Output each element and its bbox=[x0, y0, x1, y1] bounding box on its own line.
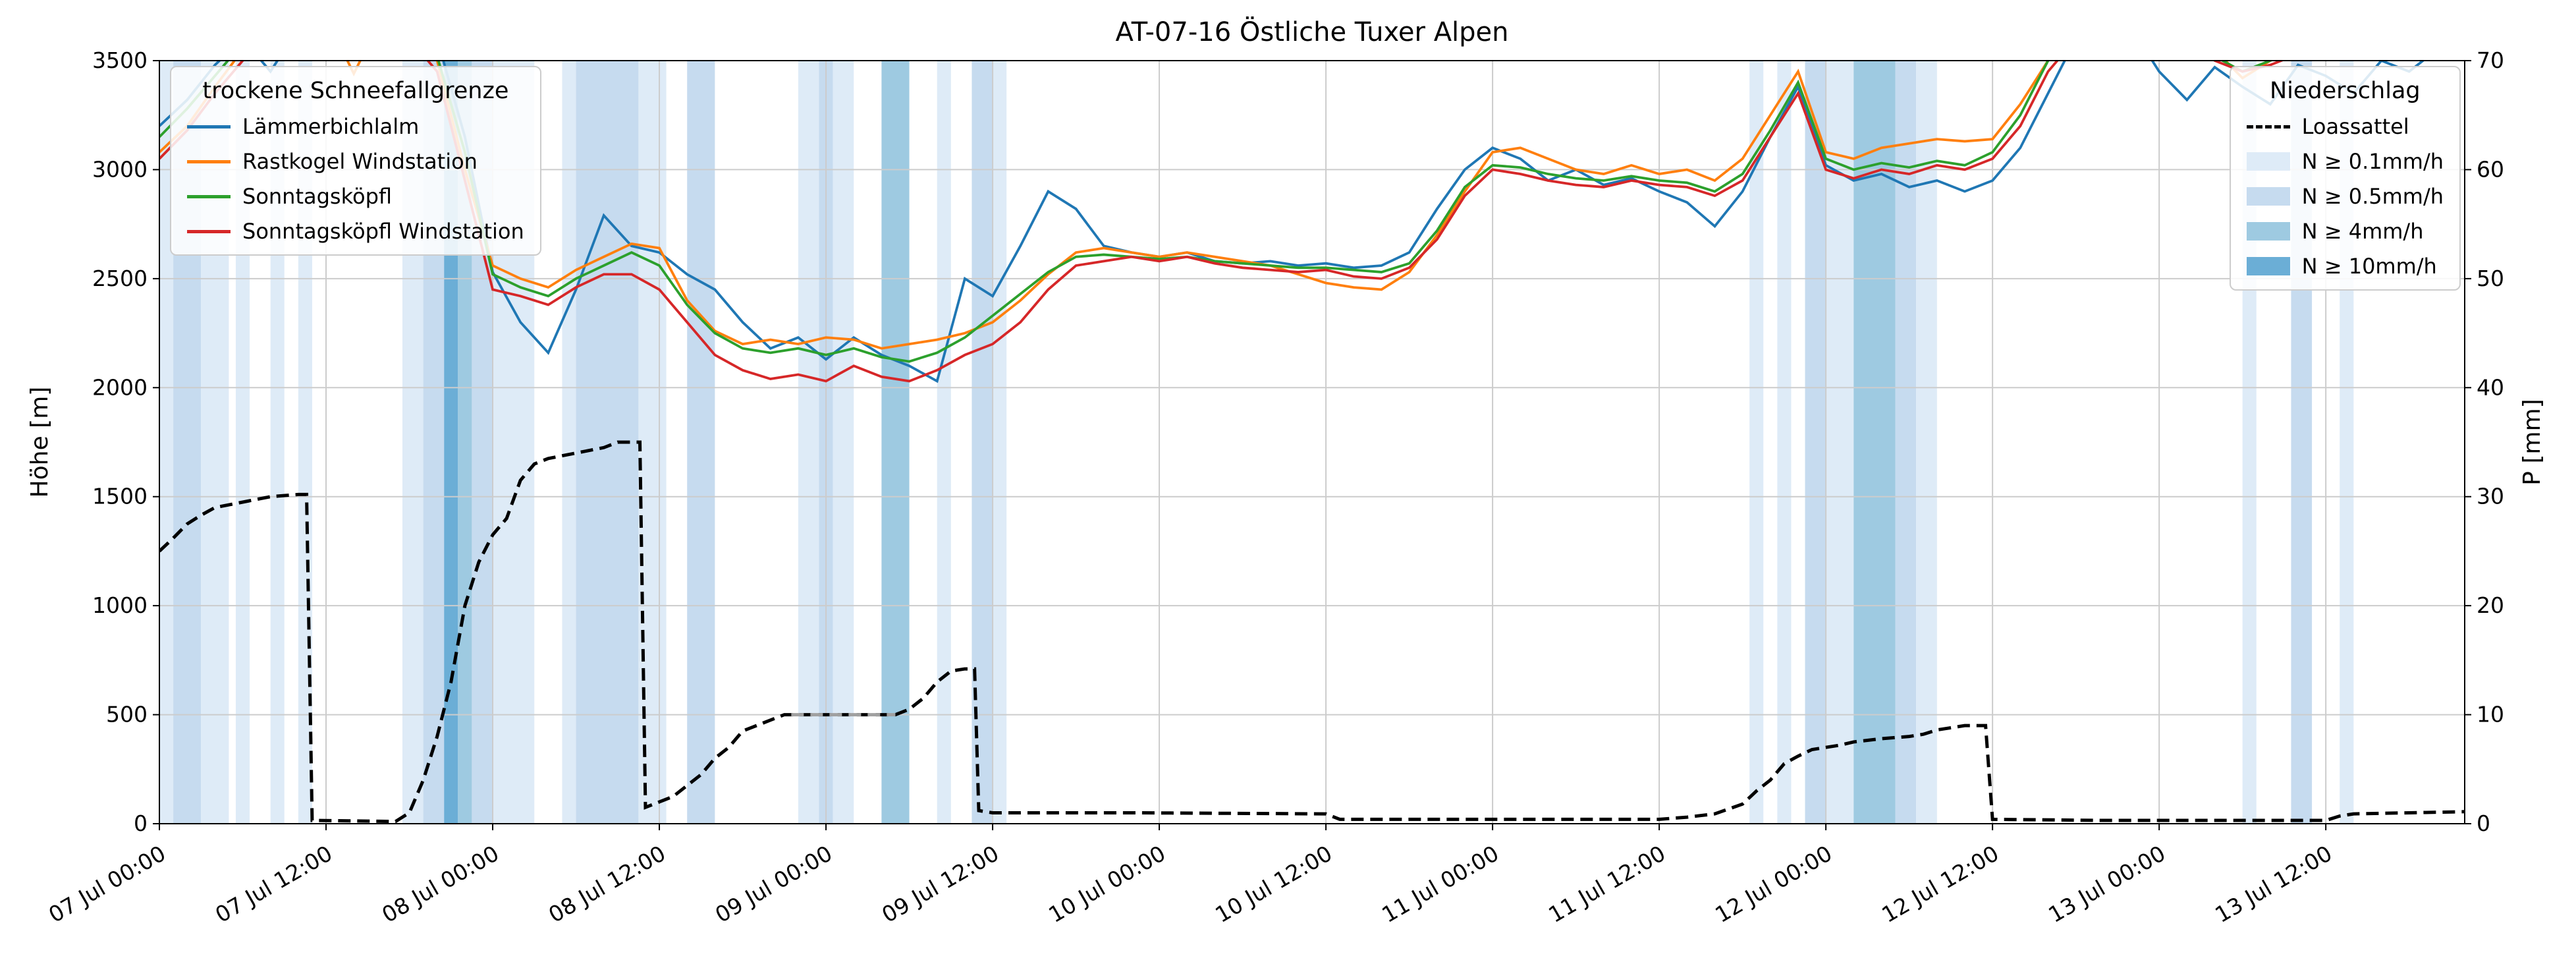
precip-band bbox=[1749, 61, 1764, 824]
precip-band bbox=[993, 61, 1007, 824]
legend-label: Loassattel bbox=[2301, 114, 2409, 139]
x-tick-label: 09 Jul 12:00 bbox=[877, 840, 1003, 928]
x-tick-label: 09 Jul 00:00 bbox=[711, 840, 836, 928]
medium-blue-patch-swatch bbox=[2246, 222, 2290, 241]
y-right-tick-label: 60 bbox=[2477, 156, 2504, 182]
legend-label: Rastkogel Windstation bbox=[242, 149, 478, 174]
precip-band bbox=[1916, 61, 1937, 824]
legend-item-rastkogel-windstation: Rastkogel Windstation bbox=[187, 149, 524, 174]
lightest-blue-patch-swatch bbox=[2246, 152, 2290, 171]
y-left-tick-label: 0 bbox=[134, 811, 148, 836]
tick-marks bbox=[153, 60, 2471, 830]
snowline-series bbox=[159, 61, 2425, 384]
x-tick-label: 13 Jul 00:00 bbox=[2044, 840, 2170, 928]
x-tick-label: 11 Jul 00:00 bbox=[1377, 840, 1503, 928]
y-right-tick-label: 10 bbox=[2477, 702, 2504, 727]
precip-band bbox=[1805, 61, 1826, 824]
x-tick-label: 12 Jul 00:00 bbox=[1711, 840, 1836, 928]
y-left-tick-label: 1000 bbox=[92, 592, 148, 618]
snowline-legend: trockene Schneefallgrenze Lämmerbichlalm… bbox=[170, 66, 541, 256]
precip-legend: Niederschlag Loassattel N ≥ 0.1mm/h N ≥ … bbox=[2229, 66, 2461, 291]
legend-label: N ≥ 0.5mm/h bbox=[2301, 184, 2444, 209]
x-tick-label: 10 Jul 12:00 bbox=[1211, 840, 1336, 928]
precip-band bbox=[1777, 61, 1792, 824]
x-tick-label: 13 Jul 12:00 bbox=[2210, 840, 2336, 928]
y-right-axis-label: P [mm] bbox=[2519, 399, 2546, 485]
y-right-tick-label: 50 bbox=[2477, 266, 2504, 291]
legend-label: N ≥ 4mm/h bbox=[2301, 219, 2424, 244]
y-left-tick-label: 3000 bbox=[92, 156, 148, 182]
legend-item-sonntagskoepfl: Sonntagsköpfl bbox=[187, 184, 524, 209]
precip-band bbox=[159, 61, 174, 824]
legend-label: N ≥ 0.1mm/h bbox=[2301, 149, 2444, 174]
legend-item-n10: N ≥ 10mm/h bbox=[2246, 254, 2444, 279]
precip-band bbox=[798, 61, 819, 824]
legend-label: N ≥ 10mm/h bbox=[2301, 254, 2437, 279]
red-line-swatch bbox=[187, 229, 231, 233]
legend-label: Sonntagsköpfl Windstation bbox=[242, 219, 524, 244]
snowline-legend-title: trockene Schneefallgrenze bbox=[202, 78, 509, 104]
light-blue-patch-swatch bbox=[2246, 187, 2290, 206]
y-left-tick-label: 1500 bbox=[92, 484, 148, 509]
blue-line-swatch bbox=[187, 125, 231, 128]
y-left-tick-label: 500 bbox=[106, 702, 148, 727]
x-tick-label: 10 Jul 00:00 bbox=[1044, 840, 1170, 928]
x-tick-label: 07 Jul 12:00 bbox=[211, 840, 337, 928]
y-left-tick-label: 2500 bbox=[92, 266, 148, 291]
precip-band bbox=[1895, 61, 1917, 824]
y-right-tick-label: 20 bbox=[2477, 592, 2504, 618]
x-tick-label: 07 Jul 00:00 bbox=[44, 840, 170, 928]
dashed-line-swatch bbox=[2246, 125, 2290, 128]
precip-band bbox=[1826, 61, 1854, 824]
x-tick-label: 12 Jul 12:00 bbox=[1877, 840, 2003, 928]
precip-band bbox=[881, 61, 910, 824]
chart-title: AT-07-16 Östliche Tuxer Alpen bbox=[1115, 17, 1509, 47]
dark-blue-patch-swatch bbox=[2246, 257, 2290, 275]
y-right-tick-label: 30 bbox=[2477, 484, 2504, 509]
y-right-tick-label: 0 bbox=[2477, 811, 2490, 836]
precip-band bbox=[833, 61, 854, 824]
y-left-axis-label: Höhe [m] bbox=[26, 387, 53, 498]
legend-item-sonntagskoepfl-windstation: Sonntagsköpfl Windstation bbox=[187, 219, 524, 244]
legend-item-n01: N ≥ 0.1mm/h bbox=[2246, 149, 2444, 174]
legend-label: Lämmerbichlalm bbox=[242, 114, 420, 139]
legend-item-n4: N ≥ 4mm/h bbox=[2246, 219, 2444, 244]
legend-item-laemmerbichlalm: Lämmerbichlalm bbox=[187, 114, 524, 139]
y-left-tick-label: 3500 bbox=[92, 47, 148, 73]
y-right-tick-label: 40 bbox=[2477, 374, 2504, 400]
y-right-tick-label: 70 bbox=[2477, 47, 2504, 73]
series-line-3 bbox=[159, 61, 2285, 383]
series-line-2 bbox=[159, 61, 2274, 363]
precip-legend-title: Niederschlag bbox=[2269, 78, 2421, 104]
green-line-swatch bbox=[187, 194, 231, 198]
precip-band bbox=[687, 61, 715, 824]
x-tick-label: 11 Jul 12:00 bbox=[1544, 840, 1670, 928]
series-line-1 bbox=[159, 61, 2274, 350]
precip-band bbox=[562, 61, 576, 824]
plot-frame bbox=[159, 60, 2465, 824]
y-left-tick-label: 2000 bbox=[92, 374, 148, 400]
legend-item-n05: N ≥ 0.5mm/h bbox=[2246, 184, 2444, 209]
x-tick-label: 08 Jul 00:00 bbox=[377, 840, 503, 928]
legend-item-loassattel: Loassattel bbox=[2246, 114, 2444, 139]
series-line-0 bbox=[159, 61, 2425, 384]
orange-line-swatch bbox=[187, 159, 231, 163]
x-tick-label: 08 Jul 12:00 bbox=[544, 840, 670, 928]
precip-band bbox=[937, 61, 951, 824]
legend-label: Sonntagsköpfl bbox=[242, 184, 393, 209]
precip-accumulation-line bbox=[159, 440, 2465, 824]
precip-band bbox=[1853, 61, 1896, 824]
